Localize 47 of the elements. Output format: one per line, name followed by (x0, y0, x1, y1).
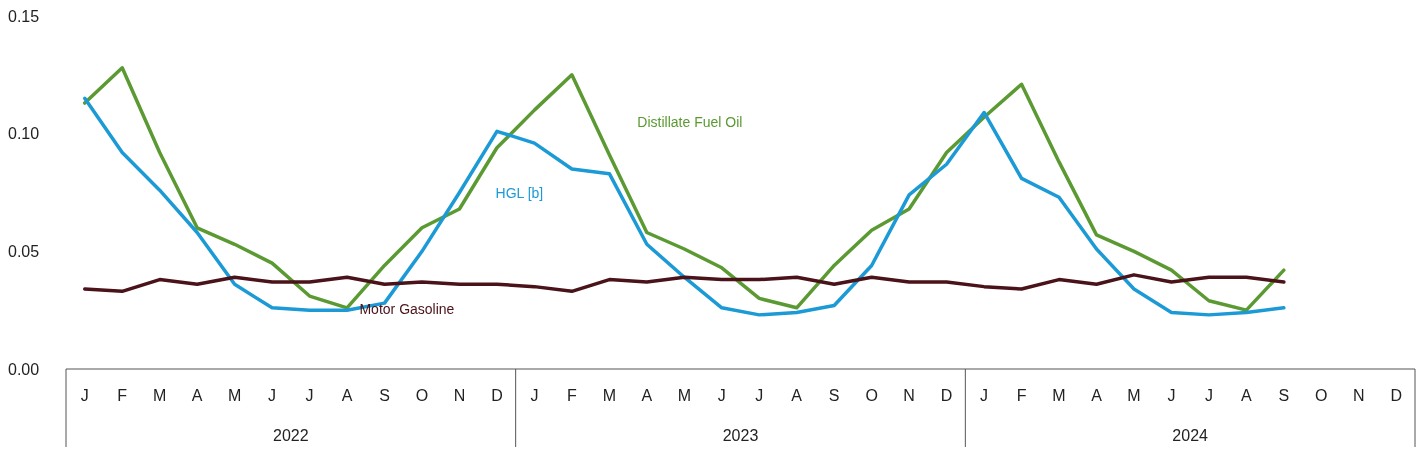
x-tick-label: O (415, 386, 429, 404)
x-tick-label: M (1052, 386, 1066, 404)
x-tick-label: N (903, 386, 915, 404)
x-tick-label: M (153, 386, 167, 404)
series-label: HGL [b] (495, 185, 544, 202)
x-tick-label: S (1278, 386, 1290, 404)
x-tick-label: M (1127, 386, 1141, 404)
x-tick-label: J (1204, 386, 1213, 404)
text: 2023 (722, 426, 759, 444)
x-tick-label: N (1353, 386, 1365, 404)
x-tick-label: O (865, 386, 878, 404)
x-tick-label: J (980, 386, 989, 404)
x-tick-label: J (717, 386, 726, 404)
x-tick-label: D (491, 386, 503, 404)
x-tick-label: O (1315, 386, 1328, 404)
x-tick-label: F (117, 386, 128, 404)
y-tick-label: 0.10 (8, 125, 40, 143)
x-tick-label: M (677, 386, 691, 404)
x-tick-label: A (341, 386, 353, 404)
x-tick-label: J (1167, 386, 1176, 404)
text: Distillate Fuel Oil (637, 113, 743, 130)
x-tick-label: M (227, 386, 242, 404)
x-tick-label: S (379, 386, 390, 404)
line-series (82, 273, 1286, 294)
x-tick-label: A (1241, 386, 1253, 404)
x-tick-label: F (566, 386, 577, 404)
x-tick-label: J (268, 386, 277, 404)
x-tick-label: F (1016, 386, 1027, 404)
text: 2022 (273, 426, 309, 444)
y-tick-label: 0.15 (8, 7, 40, 25)
x-tick-label: S (828, 386, 840, 404)
x-tick-label: D (1390, 386, 1403, 404)
y-tick-label: 0.05 (8, 242, 40, 260)
x-tick-label: A (641, 386, 653, 404)
y-tick-label: 0.00 (8, 360, 40, 378)
x-tick-label: N (453, 386, 466, 404)
x-tick-label: D (940, 386, 953, 404)
x-tick-label: A (191, 386, 203, 404)
series-label: Motor Gasoline (359, 301, 455, 318)
x-tick-label: J (530, 386, 539, 404)
x-tick-label: M (602, 386, 617, 404)
x-tick-label: A (1091, 386, 1103, 404)
x-tick-label: J (305, 386, 314, 404)
x-tick-label: J (80, 386, 89, 404)
x-tick-label: J (755, 386, 764, 404)
text: 2024 (1172, 426, 1209, 444)
x-tick-label: A (791, 386, 803, 404)
